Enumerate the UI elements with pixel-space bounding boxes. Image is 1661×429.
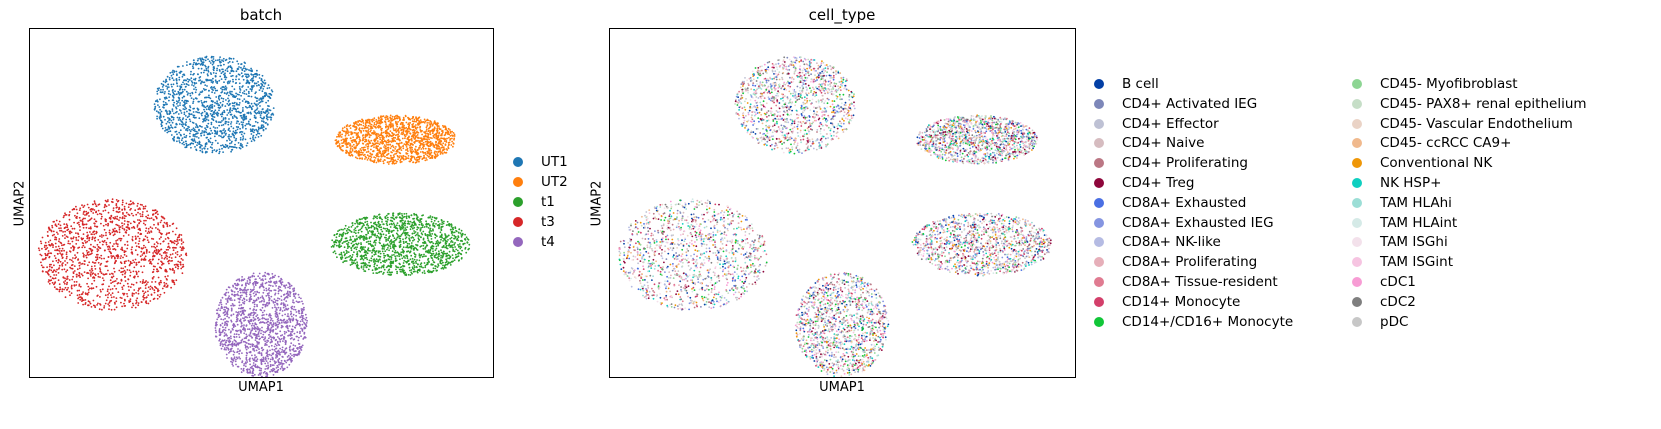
legend-label: CD8A+ Tissue-resident xyxy=(1122,274,1278,290)
legend-marker xyxy=(1352,197,1362,208)
legend-label: TAM HLAint xyxy=(1380,214,1458,231)
legend-label: CD4+ Activated IEG xyxy=(1122,95,1258,112)
cell-type-points xyxy=(618,56,1052,377)
cell-type-plot-frame xyxy=(609,28,1076,378)
legend-label: t3 xyxy=(541,214,555,230)
legend-marker xyxy=(1094,158,1104,169)
legend-label: CD4+ Proliferating xyxy=(1122,155,1248,172)
legend-label: CD8A+ Exhausted xyxy=(1122,194,1247,211)
batch-chart-title: batch xyxy=(239,6,283,24)
legend-label: TAM ISGint xyxy=(1380,254,1453,271)
legend-marker xyxy=(1094,197,1104,208)
legend-marker xyxy=(1094,296,1104,307)
legend-label: CD8A+ Exhausted IEG xyxy=(1122,214,1274,231)
cluster-t3 xyxy=(37,198,188,311)
legend-marker xyxy=(1352,257,1362,268)
legend-label: CD4+ Naive xyxy=(1122,135,1205,152)
cell-type-legend: B cell CD4+ Activated IEG CD4+ Effector CD4… xyxy=(1094,74,1659,339)
legend-marker xyxy=(1094,257,1104,268)
legend-marker xyxy=(1352,178,1362,188)
batch-x-axis-label: UMAP1 xyxy=(238,380,284,395)
legend-marker xyxy=(1094,277,1104,287)
legend-marker xyxy=(1352,237,1362,248)
legend-label: CD14+/CD16+ Monocyte xyxy=(1122,313,1294,330)
legend-label: cDC2 xyxy=(1380,293,1416,310)
legend-label: cDC1 xyxy=(1380,274,1416,290)
legend-marker xyxy=(513,217,523,227)
cell-type-y-axis-label: UMAP2 xyxy=(589,180,605,227)
legend-label: CD8A+ NK-like xyxy=(1122,234,1221,251)
cell-type-chart-title: cell_type xyxy=(808,6,876,24)
legend-marker xyxy=(1352,118,1362,129)
legend-label: pDC xyxy=(1380,313,1409,330)
legend-marker xyxy=(1352,79,1362,89)
batch-scatter-plot xyxy=(37,55,471,377)
cluster-t1 xyxy=(330,212,471,277)
legend-marker xyxy=(1352,98,1362,109)
legend-label: CD45- ccRCC CA9+ xyxy=(1380,135,1512,152)
batch-plot-frame xyxy=(29,28,494,378)
legend-label: TAM ISGhi xyxy=(1380,234,1448,251)
legend-label: UT1 xyxy=(541,154,568,170)
cluster-t4 xyxy=(214,271,308,377)
legend-label: CD8A+ Proliferating xyxy=(1122,254,1258,271)
legend-label: TAM HLAhi xyxy=(1380,194,1452,211)
legend-label: CD4+ Effector xyxy=(1122,115,1219,132)
legend-marker xyxy=(1094,316,1104,327)
legend-marker xyxy=(1352,296,1362,307)
legend-marker xyxy=(1352,217,1362,228)
legend-marker xyxy=(1352,316,1362,327)
legend-label: CD14+ Monocyte xyxy=(1122,293,1241,310)
legend-label: CD45- Myofibroblast xyxy=(1380,76,1518,92)
legend-marker xyxy=(1094,79,1104,89)
legend-label: B cell xyxy=(1122,76,1159,92)
batch-y-axis-label: UMAP2 xyxy=(12,180,28,227)
legend-marker xyxy=(1094,138,1104,149)
legend-marker xyxy=(1094,118,1104,129)
cluster-ut2 xyxy=(334,114,456,165)
legend-marker xyxy=(1094,237,1104,248)
cluster-ut1 xyxy=(153,55,275,155)
legend-label: t4 xyxy=(541,234,555,250)
legend-label: t1 xyxy=(541,194,555,210)
legend-label: Conventional NK xyxy=(1380,155,1493,172)
legend-marker xyxy=(513,157,523,167)
cell-type-scatter-plot xyxy=(618,56,1052,377)
legend-label: NK HSP+ xyxy=(1380,175,1442,191)
legend-marker xyxy=(513,237,523,247)
legend-marker xyxy=(1352,277,1362,287)
legend-marker xyxy=(1352,158,1362,169)
legend-marker xyxy=(513,197,523,207)
legend-marker xyxy=(1094,178,1104,188)
cell-type-x-axis-label: UMAP1 xyxy=(819,380,865,395)
legend-marker xyxy=(513,177,523,187)
legend-marker xyxy=(1094,217,1104,228)
legend-label: CD45- PAX8+ renal epithelium xyxy=(1380,95,1587,112)
legend-marker xyxy=(1094,98,1104,109)
legend-label: CD45- Vascular Endothelium xyxy=(1380,115,1573,132)
legend-marker xyxy=(1352,138,1362,149)
legend-label: UT2 xyxy=(541,174,568,190)
legend-label: CD4+ Treg xyxy=(1122,175,1195,191)
batch-legend: UT1 UT2 t1 t3 t4 xyxy=(513,152,593,262)
